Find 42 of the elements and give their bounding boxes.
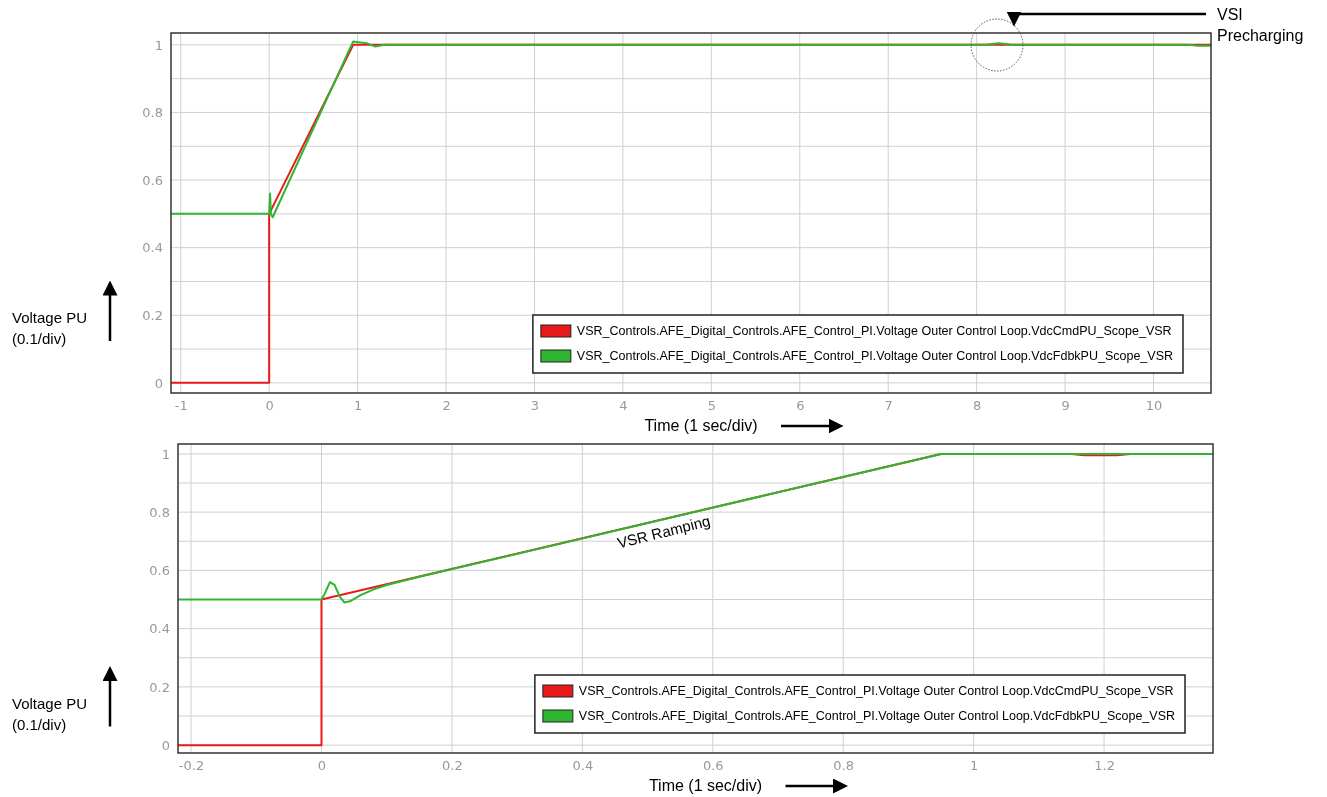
legend-label: VSR_Controls.AFE_Digital_Controls.AFE_Control_PI.Voltage Outer Control Loop.VdcFdbkPU_Scope_VSR <box>576 349 1173 364</box>
x-tick-label: 0 <box>265 398 274 414</box>
x-tick-label: 2 <box>442 398 451 414</box>
x-tick-label: -1 <box>174 398 188 414</box>
y-tick-label: 0.2 <box>142 307 163 323</box>
x-axis-title: Time (1 sec/div) <box>648 777 763 794</box>
text: VSI Precharging <box>1217 6 1304 44</box>
y-axis-title: Voltage PU (0.1/div) <box>12 694 88 733</box>
y-tick-label: 0.2 <box>149 679 170 695</box>
x-tick-label: 0.4 <box>572 758 594 774</box>
y-tick-label: 0 <box>154 375 163 391</box>
x-tick-label: 5 <box>707 398 716 414</box>
x-tick-label: 0 <box>317 758 327 774</box>
y-tick-label: 0.6 <box>149 563 170 579</box>
x-axis-title: Time (1 sec/div) <box>644 417 758 434</box>
y-tick-label: 0.4 <box>142 240 163 256</box>
x-tick-label: -0.2 <box>178 758 205 774</box>
x-tick-label: 6 <box>796 398 805 414</box>
x-tick-label: 8 <box>973 398 982 414</box>
legend-label: VSR_Controls.AFE_Digital_Controls.AFE_Control_PI.Voltage Outer Control Loop.VdcCmdPU_Scope_VSR <box>576 324 1172 339</box>
y-tick-label: 1 <box>154 37 163 53</box>
y-tick-label: 0 <box>161 737 170 753</box>
x-tick-label: 0.2 <box>442 758 463 774</box>
y-tick-label: 0.8 <box>142 105 163 121</box>
x-tick-label: 4 <box>619 398 628 414</box>
y-tick-label: 0.8 <box>149 504 170 520</box>
y-tick-label: 0.4 <box>149 621 170 637</box>
y-tick-label: 0.6 <box>142 172 163 188</box>
x-tick-label: 10 <box>1145 398 1163 414</box>
x-tick-label: 1.2 <box>1094 758 1115 774</box>
x-tick-label: 3 <box>530 398 540 414</box>
x-tick-label: 1 <box>353 398 363 414</box>
legend-label: VSR_Controls.AFE_Digital_Controls.AFE_Control_PI.Voltage Outer Control Loop.VdcCmdPU_Scope_VSR <box>578 684 1174 699</box>
y-axis-title: Voltage PU (0.1/div) <box>12 309 88 347</box>
y-tick-label: 1 <box>161 446 170 462</box>
x-tick-label: 7 <box>884 398 893 414</box>
legend-label: VSR_Controls.AFE_Digital_Controls.AFE_Control_PI.Voltage Outer Control Loop.VdcFdbkPU_Scope_VSR <box>578 709 1175 724</box>
x-tick-label: 0.6 <box>702 758 724 774</box>
x-tick-label: 0.8 <box>833 758 855 774</box>
x-tick-label: 9 <box>1061 398 1070 414</box>
x-tick-label: 1 <box>970 758 979 774</box>
annotation: VSR Ramping <box>615 511 712 552</box>
